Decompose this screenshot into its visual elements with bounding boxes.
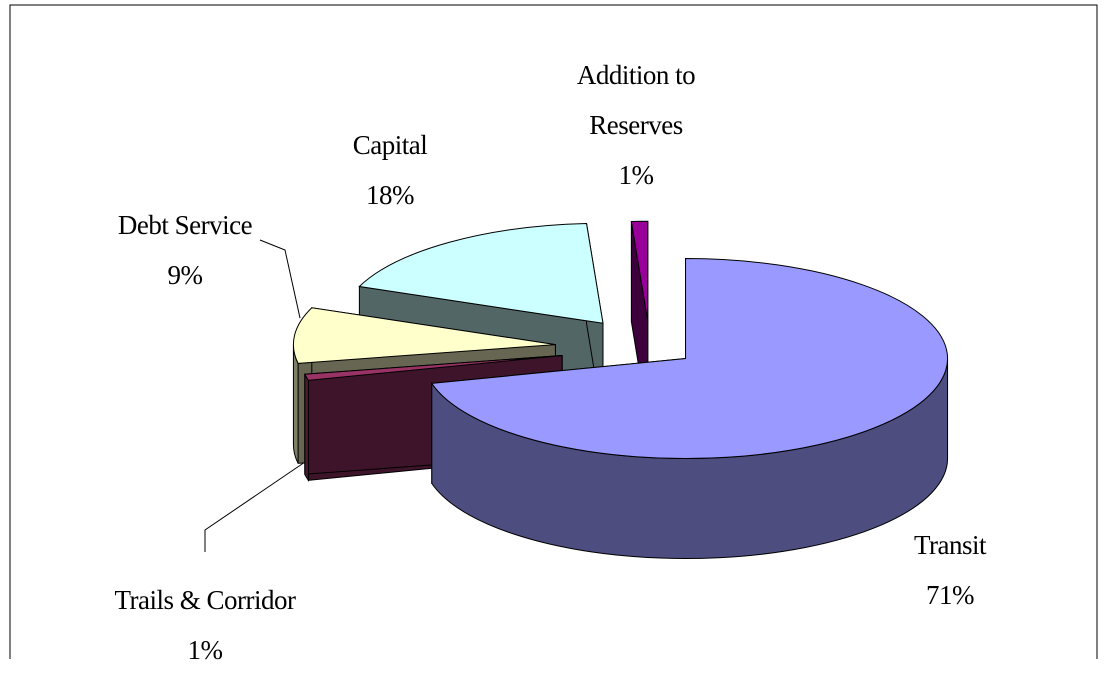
value-label: 1% bbox=[618, 160, 655, 190]
value-label: 1% bbox=[187, 635, 224, 665]
slice-label: Debt Service 9% bbox=[75, 200, 295, 300]
slice-label: Capital 18% bbox=[310, 120, 470, 220]
value-label: 71% bbox=[926, 580, 975, 610]
category-label: Capital bbox=[352, 130, 428, 160]
slice-label: Trails & Corridor 1% bbox=[75, 575, 335, 675]
chart: Transit 71% Trails & Corridor 1% Debt Servic… bbox=[9, 4, 1098, 665]
value-label: 9% bbox=[167, 260, 204, 290]
category-label: Transit bbox=[913, 530, 987, 560]
value-label: 18% bbox=[366, 180, 415, 210]
pie-slice bbox=[304, 354, 563, 381]
plot bbox=[9, 4, 1098, 659]
pie-slice bbox=[292, 307, 556, 364]
slice-label: Transit 71% bbox=[850, 520, 1050, 620]
category-label: Debt Service bbox=[117, 210, 253, 240]
frame bbox=[9, 4, 1098, 659]
slice-side bbox=[304, 374, 309, 483]
leader-line bbox=[204, 461, 306, 552]
slice-label: Addition to Reserves 1% bbox=[556, 50, 716, 200]
pie-slice bbox=[630, 220, 649, 322]
category-label: Trails & Corridor bbox=[114, 585, 296, 615]
pie-slice bbox=[430, 258, 949, 460]
category-label: Addition to Reserves bbox=[576, 60, 696, 140]
pie-slice bbox=[358, 222, 604, 324]
leader-line bbox=[259, 239, 301, 319]
